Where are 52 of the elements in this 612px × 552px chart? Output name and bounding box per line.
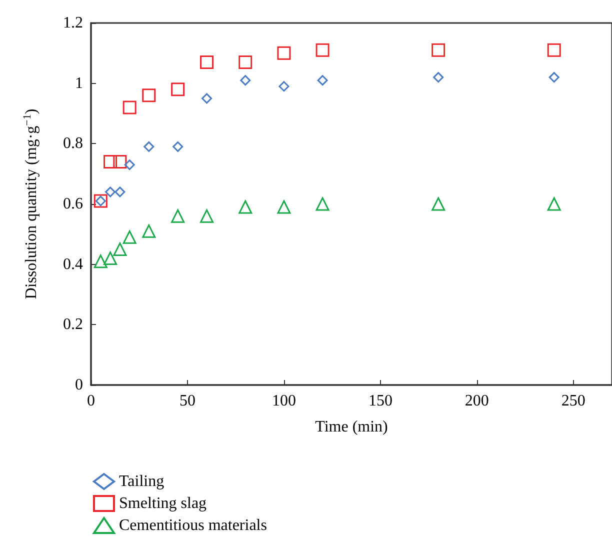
point: [124, 160, 135, 170]
point: [238, 200, 252, 214]
point: [113, 155, 127, 169]
x-tick-label: 200: [464, 392, 489, 410]
point: [548, 72, 560, 83]
legend-label: Cementitious materials: [119, 517, 267, 534]
point: [142, 224, 156, 238]
point: [104, 252, 118, 266]
point: [172, 141, 184, 152]
point: [171, 209, 185, 223]
point: [200, 55, 214, 69]
point: [113, 242, 127, 256]
y-axis-title: Dissolution quantity (mg·g−1): [22, 108, 40, 300]
point: [238, 55, 252, 69]
legend-label: Tailing: [119, 473, 164, 490]
point: [105, 186, 116, 198]
y-tick-label: 1.2: [63, 14, 83, 32]
point: [432, 197, 446, 211]
point: [316, 197, 330, 211]
point: [144, 141, 154, 152]
point: [547, 197, 561, 211]
y-tick-label: 1: [75, 74, 83, 92]
point: [202, 93, 212, 104]
point: [122, 230, 136, 244]
point: [171, 82, 185, 96]
point: [317, 75, 328, 86]
x-axis-title: Time (min): [315, 418, 388, 436]
y-tick-label: 0: [75, 376, 83, 394]
x-tick-label: 0: [87, 392, 95, 410]
x-tick-label: 100: [272, 392, 296, 410]
y-tick-label: 0.4: [63, 256, 83, 273]
y-tick-label: 0.8: [63, 135, 83, 152]
y-tick-label: 0.2: [63, 316, 83, 334]
point: [547, 43, 561, 57]
point: [277, 200, 291, 214]
point: [114, 186, 126, 198]
point: [278, 81, 290, 92]
point: [142, 88, 156, 102]
point: [122, 100, 136, 114]
point: [200, 209, 214, 223]
point: [277, 46, 291, 60]
x-tick-label: 250: [561, 392, 586, 410]
x-tick-label: 150: [368, 392, 392, 410]
point: [240, 75, 251, 86]
point: [433, 72, 444, 83]
x-tick-label: 50: [179, 392, 196, 410]
point: [316, 43, 330, 57]
legend-label: Smelting slag: [119, 495, 207, 512]
y-tick-label: 0.6: [63, 196, 83, 212]
point: [432, 43, 446, 57]
point: [94, 254, 108, 268]
point: [104, 155, 118, 169]
